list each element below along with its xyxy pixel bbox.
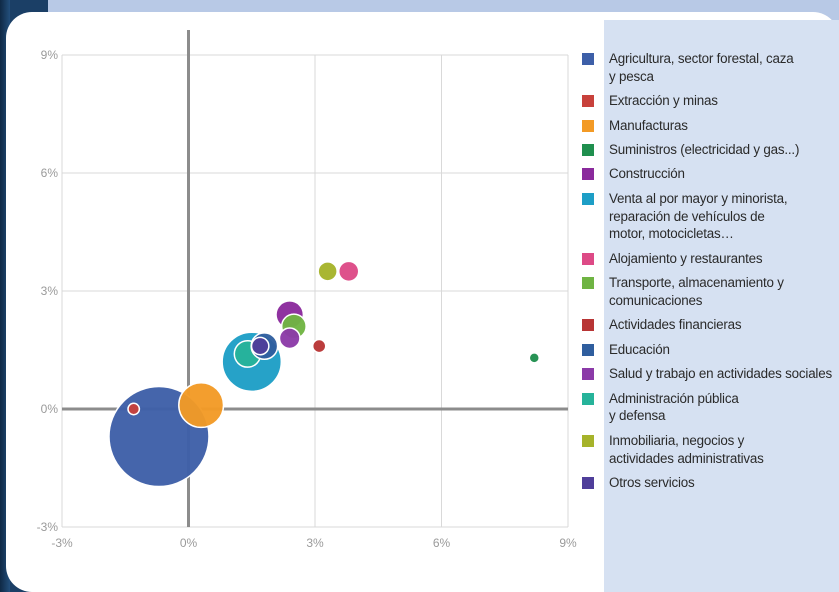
bubble [278,327,301,350]
bubble [250,336,270,356]
bubble [178,381,225,429]
y-tick-label: -3% [37,520,59,534]
legend-swatch [582,192,594,205]
legend-label: Otros servicios [609,475,695,490]
legend-label: Agricultura, sector forestal, caza y pes… [609,51,794,84]
legend-swatch [582,392,594,405]
legend-swatch [582,144,594,156]
y-tick-label: 9% [41,48,59,62]
y-tick-label: 0% [41,402,59,416]
legend-label: Suministros (electricidad y gas...) [609,142,800,157]
x-tick-label: 9% [559,536,577,550]
legend-swatch [582,119,594,132]
legend-label: Educación [609,341,670,357]
legend-panel [604,20,839,592]
grid [61,54,569,528]
x-tick-label: 3% [306,536,324,550]
x-tick-label: 6% [433,536,451,550]
legend-label: Salud y trabajo en actividades sociales [609,366,832,382]
legend-label: Manufacturas [609,117,688,133]
legend-swatch [582,434,594,447]
bubble [127,402,141,416]
legend-swatch [582,277,594,290]
legend-swatch [582,95,594,108]
legend-swatch [582,368,594,381]
legend-label: Alojamiento y restaurantes [609,250,763,266]
legend-label: Actividades financieras [609,317,742,333]
bubble [528,352,541,364]
legend-swatch [582,53,594,65]
tick-labels: -3% 0% 3% 6% 9% -3% 0% 3% 6% 9% [37,48,577,550]
bubble [317,261,338,282]
legend-label: Administración pública y defensa [609,390,739,424]
legend-label: Transporte, almacenamiento y comunicacio… [609,275,784,308]
legend-label: Inmobiliaria, negocios y actividades adm… [609,432,764,466]
bubble [311,338,327,354]
x-tick-label: -3% [51,536,73,550]
bubbles [108,260,541,488]
legend-swatch [582,168,594,181]
bubble [337,260,360,283]
legend-label: Extracción y minas [609,93,718,109]
legend-swatch [582,319,594,332]
y-tick-label: 3% [41,284,59,298]
legend-label: Venta al por mayor y minorista, reparaci… [609,190,788,242]
x-tick-label: 0% [180,536,198,550]
y-tick-label: 6% [41,166,59,180]
legend-swatch [582,343,594,356]
legend-label: Construcción [609,166,685,182]
legend-swatch [582,252,594,265]
legend-swatch [582,477,594,489]
page-edge [0,0,10,592]
